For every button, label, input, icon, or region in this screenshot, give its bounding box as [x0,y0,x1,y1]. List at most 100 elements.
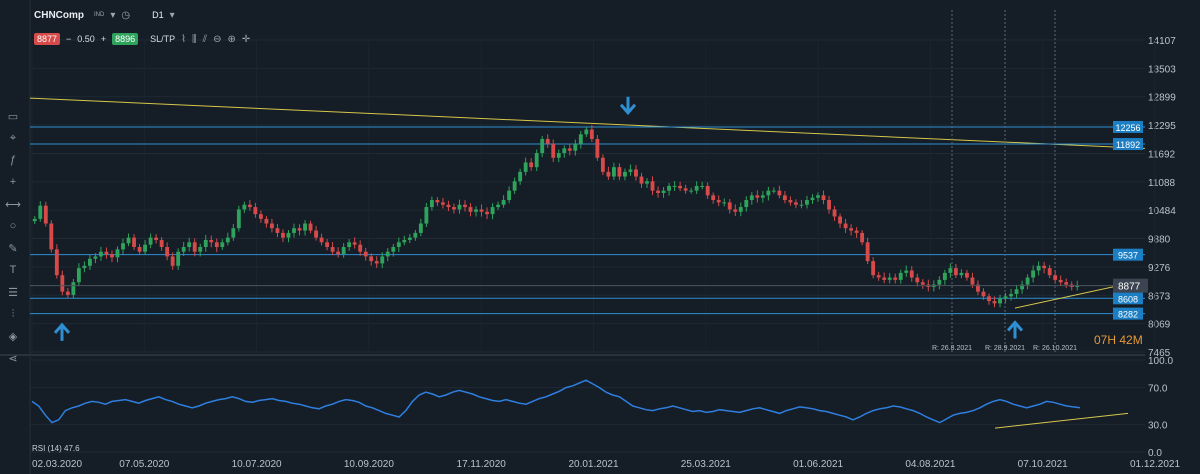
price-tick-label: 9276 [1148,263,1171,274]
zoom-out-icon[interactable]: ⊖ [213,33,222,45]
candle-body [788,200,793,203]
plus-icon[interactable]: + [9,176,17,188]
rsi-indicator-label[interactable]: RSI (14) 47.6 [32,444,80,453]
candle-body [959,272,964,276]
time-tick-label: 10.09.2020 [344,459,394,470]
candle-body [749,195,754,201]
price-tick-label: 12295 [1148,121,1176,132]
candle-body [865,242,870,262]
text-tool-icon[interactable]: T [9,264,17,276]
candle-body [600,157,605,172]
time-tick-label: 04.08.2021 [905,459,955,470]
candle-body [755,195,760,198]
candle-body [435,200,440,203]
clock-icon[interactable]: ◷ [121,9,131,21]
time-tick-label: 20.01.2021 [568,459,618,470]
candle-body [396,242,401,248]
zoom-in-icon[interactable]: ⊕ [227,33,236,45]
candle-body [832,209,837,217]
pencil-icon[interactable]: ✎ [8,242,18,255]
candle-body [203,239,208,248]
circle-tool-icon[interactable]: ○ [9,220,17,232]
candle-body [264,218,269,224]
candle-body [821,195,826,201]
candle-body [766,190,771,196]
share-icon[interactable]: ⋖ [8,352,18,365]
candles-icon[interactable]: ⫽ [202,33,208,45]
candle-body [407,237,412,240]
sl-tp-button[interactable]: SL/TP [150,34,176,44]
level-label: 8282 [1118,310,1138,320]
crosshair-tool-icon[interactable]: ⌖ [9,131,17,144]
candle-body [463,204,467,208]
candle-body [771,190,776,192]
candle-body [297,228,302,231]
price-tick-label: 11692 [1148,149,1176,160]
level-badge [1113,307,1143,320]
line-chart-icon[interactable]: ⌇ [181,33,187,45]
candle-body [920,282,925,285]
candle-body [964,272,969,278]
lot-increase-button[interactable]: + [100,34,107,44]
candle-body [440,202,445,205]
candle-body [738,207,743,212]
candle-body [849,228,854,231]
countdown-minutes: 42M [1119,333,1143,347]
candle-body [705,185,710,196]
candle-body [65,291,70,295]
candle-body [231,228,236,238]
time-tick-label: 17.11.2020 [457,459,507,470]
lot-decrease-button[interactable]: − [66,34,72,44]
rsi-tick-label: 0.0 [1148,448,1162,459]
caret-down-icon[interactable]: ▾ [110,9,116,21]
candle-body [843,223,848,229]
candle-body [981,291,986,297]
lot-size-input[interactable]: 0.50 [77,34,95,44]
candle-body [220,242,225,248]
crosshair-icon[interactable]: ✛ [241,33,251,45]
line-tool-icon[interactable]: ⟷ [5,198,21,211]
candle-body [341,247,346,255]
candle-body [418,223,423,233]
candle-body [992,301,997,304]
candle-body [126,237,131,244]
timeframe-select[interactable]: D1 [152,10,164,20]
chevron-down-icon[interactable]: ▾ [169,9,175,21]
candle-body [496,204,501,208]
buy-price-button[interactable]: 8896 [112,33,139,45]
candle-body [286,232,291,238]
candle-body [507,190,512,201]
candle-body [60,275,65,292]
layers-icon[interactable]: ◈ [8,330,18,343]
candle-body [799,204,804,206]
candle-body [915,277,920,283]
candle-body [639,176,644,184]
candle-body [523,162,528,172]
candle-body [694,185,699,191]
candle-body [1064,282,1069,285]
fibonacci-icon[interactable]: ☰ [8,286,18,299]
candle-body [292,228,296,233]
candle-body [209,239,214,243]
candle-body [656,190,660,193]
sell-price-button[interactable]: 8877 [34,33,61,45]
candle-body [347,242,352,248]
arrow-marker-up [53,322,71,341]
monitor-icon[interactable]: ▭ [7,110,19,123]
function-icon[interactable]: ƒ [9,154,17,166]
magnet-icon[interactable]: ⫶ [11,307,15,320]
candle-body [236,209,241,229]
bar-chart-icon[interactable]: ⫼ [192,33,197,45]
time-tick-label: 02.03.2020 [32,459,82,470]
candle-body [143,244,148,252]
candle-body [369,256,374,262]
candle-body [854,230,859,233]
annotation-label: R: 26.10.2021 [1033,345,1077,352]
rsi-trend-line [994,412,1129,429]
candle-body [909,270,914,278]
level-badge [1113,292,1143,305]
symbol-name[interactable]: CHNComp [34,9,84,21]
candle-body [330,247,335,252]
